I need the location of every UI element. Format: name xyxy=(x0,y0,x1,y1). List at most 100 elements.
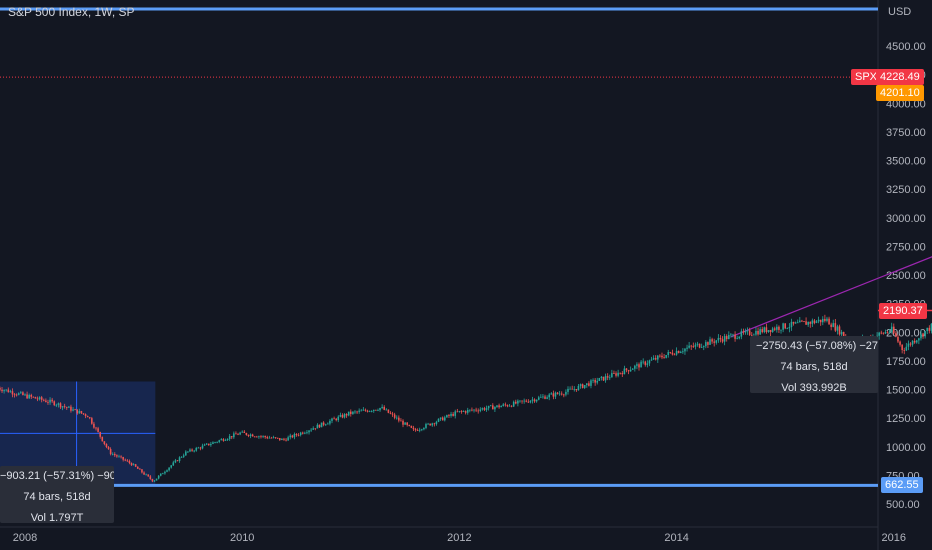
candle-body xyxy=(673,354,676,356)
candle-body xyxy=(370,410,373,412)
y-tick-label: 3750.00 xyxy=(886,127,926,139)
candle-body xyxy=(316,424,319,429)
candle-body xyxy=(228,436,231,439)
candle-body xyxy=(579,384,582,386)
support-level-tag: 662.55 xyxy=(881,477,923,493)
candle-body xyxy=(602,376,605,381)
candle-body xyxy=(337,416,340,421)
candle-body xyxy=(61,406,64,408)
candle-body xyxy=(400,420,402,422)
candle-body xyxy=(671,352,674,355)
candle-body xyxy=(47,402,49,403)
measure-stats-2022-bars: 74 bars, 518d xyxy=(780,361,848,373)
candle-body xyxy=(565,391,567,395)
candle-body xyxy=(352,411,354,414)
candle-body xyxy=(473,409,475,411)
candle-body xyxy=(195,447,198,451)
candle-body xyxy=(287,437,289,441)
candle-body xyxy=(5,389,8,391)
candle-body xyxy=(128,461,131,463)
candle-body xyxy=(331,418,333,421)
candle-body xyxy=(886,332,889,333)
candle-body xyxy=(74,409,76,411)
candle-body xyxy=(395,417,398,419)
candle-body xyxy=(604,376,607,381)
candle-body xyxy=(285,439,287,441)
candle-body xyxy=(888,331,891,333)
candle-body xyxy=(813,320,816,323)
candle-body xyxy=(548,394,551,398)
measure-stats-2022-change: −2750.43 (−57.08%) −275043 xyxy=(756,340,878,352)
candle-body xyxy=(903,350,906,351)
candle-body xyxy=(907,343,910,347)
candle-body xyxy=(880,332,883,334)
candle-body xyxy=(794,322,797,324)
candle-body xyxy=(679,351,682,353)
candle-body xyxy=(272,437,275,439)
candle-body xyxy=(270,437,273,439)
candle-body xyxy=(314,428,317,430)
candle-body xyxy=(155,478,158,481)
candle-body xyxy=(542,396,544,398)
candle-body xyxy=(458,410,461,412)
candle-body xyxy=(278,438,281,441)
candle-body xyxy=(481,408,484,410)
candle-body xyxy=(159,473,162,476)
candle-body xyxy=(26,394,28,399)
candle-body xyxy=(707,342,709,345)
candle-body xyxy=(377,410,379,411)
candle-body xyxy=(203,444,206,446)
candle-body xyxy=(644,361,647,365)
candle-body xyxy=(918,338,920,341)
candle-body xyxy=(312,428,315,430)
candle-body xyxy=(529,400,532,403)
candle-body xyxy=(93,423,95,428)
candle-body xyxy=(554,392,557,397)
candle-body xyxy=(55,404,58,406)
candle-body xyxy=(558,393,561,395)
candle-body xyxy=(477,410,479,412)
candle-body xyxy=(57,403,60,405)
candle-body xyxy=(408,424,411,426)
candle-body xyxy=(882,332,885,334)
candle-body xyxy=(329,420,331,424)
currency-label[interactable]: USD xyxy=(888,6,912,18)
candle-body xyxy=(295,434,298,435)
candle-body xyxy=(30,394,33,397)
y-tick-label: 1250.00 xyxy=(886,413,926,425)
candle-body xyxy=(750,334,753,336)
y-tick-label: 3500.00 xyxy=(886,156,926,168)
candle-body xyxy=(3,390,5,392)
candle-body xyxy=(289,435,292,438)
candle-body xyxy=(508,405,511,407)
candle-body xyxy=(890,326,893,332)
candle-body xyxy=(686,347,688,349)
candle-body xyxy=(817,319,820,322)
candle-body xyxy=(230,436,233,438)
candle-body xyxy=(243,431,246,434)
candle-body xyxy=(262,436,264,437)
candle-body xyxy=(412,427,415,430)
candle-body xyxy=(335,418,337,421)
candle-body xyxy=(577,385,580,391)
candle-body xyxy=(299,432,302,436)
candle-body xyxy=(631,368,634,370)
candle-body xyxy=(266,437,269,439)
candle-body xyxy=(663,357,665,359)
trendline-1[interactable] xyxy=(730,13,932,338)
candle-body xyxy=(878,332,880,336)
candle-body xyxy=(402,420,404,425)
candle-body xyxy=(606,376,609,378)
candle-body xyxy=(738,336,741,339)
candle-body xyxy=(517,400,519,404)
candle-body xyxy=(103,441,106,444)
candle-body xyxy=(922,333,924,337)
candle-body xyxy=(915,340,918,343)
candle-body xyxy=(826,318,828,321)
secondary-price-tag: 4201.10 xyxy=(876,85,924,101)
y-tick-label: 3250.00 xyxy=(886,184,926,196)
candle-body xyxy=(471,409,473,411)
candle-body xyxy=(828,318,830,325)
candle-body xyxy=(537,397,540,400)
